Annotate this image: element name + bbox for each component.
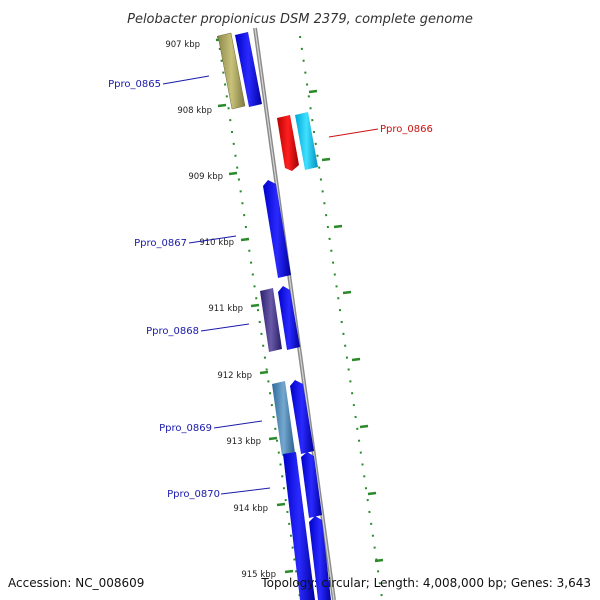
- gene-label-ppro-0866[interactable]: Ppro_0866: [380, 124, 433, 135]
- gene-feature-ppro-0869[interactable]: [290, 380, 314, 454]
- gene-feature-olive[interactable]: [217, 32, 246, 110]
- tick-label-914: 914 kbp: [233, 504, 268, 514]
- leader-ppro-0869: [213, 420, 263, 429]
- leader-ppro-0867: [188, 235, 237, 244]
- map-title: Pelobacter propionicus DSM 2379, complet…: [127, 12, 473, 27]
- gene-feature-steel[interactable]: [272, 381, 295, 456]
- gene-feature-ppro-0866[interactable]: [295, 112, 318, 170]
- genome-backbone-highlight: [254, 27, 335, 600]
- leader-ppro-0865: [162, 75, 210, 85]
- gene-feature-red[interactable]: [277, 115, 299, 171]
- accession-text: Accession: NC_008609: [8, 576, 144, 590]
- tick-label-913: 913 kbp: [226, 437, 261, 447]
- tick-label-912: 912 kbp: [217, 371, 252, 381]
- tick-label-911: 911 kbp: [208, 304, 243, 314]
- major-ticks-outer: [308, 89, 384, 563]
- genome-stats-text: Topology: circular; Length: 4,008,000 bp…: [260, 576, 591, 590]
- gene-feature-ppro-0872[interactable]: [309, 516, 331, 600]
- gene-label-ppro-0865[interactable]: Ppro_0865: [108, 79, 161, 90]
- gene-label-ppro-0870[interactable]: Ppro_0870: [167, 489, 220, 500]
- gene-label-ppro-0867[interactable]: Ppro_0867: [134, 238, 187, 249]
- tick-label-909: 909 kbp: [188, 172, 223, 182]
- tick-label-915: 915 kbp: [241, 570, 276, 580]
- gene-feature-ppro-0868[interactable]: [278, 286, 300, 350]
- gene-feature-ppro-0870[interactable]: [283, 452, 315, 600]
- major-ticks-inner: [215, 37, 294, 574]
- tick-label-908: 908 kbp: [177, 106, 212, 116]
- tick-label-910: 910 kbp: [199, 238, 234, 248]
- gene-feature-ppro-0871[interactable]: [301, 452, 322, 518]
- gene-label-ppro-0868[interactable]: Ppro_0868: [146, 326, 199, 337]
- leader-ppro-0866: [328, 128, 379, 138]
- gene-feature-ppro-0867[interactable]: [263, 180, 291, 278]
- leader-ppro-0868: [200, 323, 250, 332]
- gene-label-ppro-0869[interactable]: Ppro_0869: [159, 423, 212, 434]
- leader-ppro-0870: [220, 487, 271, 495]
- tick-label-907: 907 kbp: [165, 40, 200, 50]
- gene-feature-ppro-0865[interactable]: [235, 32, 262, 107]
- gene-feature-purple[interactable]: [260, 288, 282, 352]
